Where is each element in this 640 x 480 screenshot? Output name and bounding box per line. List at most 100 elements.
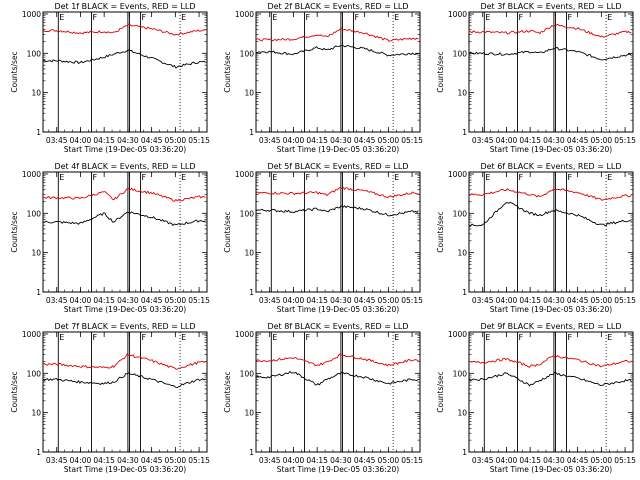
panel-4: Det 4f BLACK = Events, RED = LLD 1 10 100 10… <box>10 162 210 314</box>
event-marker: F <box>93 13 98 22</box>
event-marker: F <box>355 173 360 182</box>
plot-frame <box>468 11 634 133</box>
x-tick-label: 04:15 <box>306 136 328 145</box>
event-marker: E <box>59 173 64 182</box>
plot-frame <box>255 171 421 293</box>
plot-frame <box>42 331 208 453</box>
x-tick-label: 05:15 <box>614 296 636 305</box>
x-tick-label: 04:30 <box>117 456 139 465</box>
panel-title: Det 6f BLACK = Events, RED = LLD <box>480 162 621 171</box>
event-marker: E <box>485 13 490 22</box>
plot-frame <box>468 331 634 453</box>
y-axis-label: Counts/sec <box>10 371 19 412</box>
y-tick-label: 100 <box>453 209 468 218</box>
x-tick-label: 04:15 <box>306 296 328 305</box>
x-tick-label: 04:00 <box>70 136 92 145</box>
event-marker: E <box>272 333 277 342</box>
x-tick-label: 04:00 <box>496 456 518 465</box>
y-axis-label: Counts/sec <box>436 51 445 92</box>
x-axis-label: Start Time (19-Dec-05 03:36:20) <box>490 145 612 154</box>
x-tick-label: 04:45 <box>141 456 163 465</box>
x-tick-label: 03:45 <box>46 296 68 305</box>
lld-series-line <box>468 23 632 38</box>
x-tick-label: 04:30 <box>330 296 352 305</box>
event-marker: F <box>306 173 311 182</box>
x-tick-label: 05:00 <box>378 456 400 465</box>
plot-frame <box>255 11 421 133</box>
y-tick-label: 1 <box>462 288 467 297</box>
x-tick-label: 04:00 <box>70 296 92 305</box>
y-tick-label: 10 <box>31 249 41 258</box>
y-tick-label: 1 <box>36 128 41 137</box>
event-marker: E <box>485 333 490 342</box>
y-tick-label: 1000 <box>235 170 254 179</box>
x-tick-label: 04:45 <box>141 136 163 145</box>
y-tick-label: 10 <box>457 409 467 418</box>
lld-series-line <box>255 27 419 42</box>
event-marker: F <box>306 333 311 342</box>
plot-frame <box>255 331 421 453</box>
x-tick-label: 04:45 <box>354 296 376 305</box>
panel-1: Det 1f BLACK = Events, RED = LLD 1 10 100 10… <box>10 2 210 154</box>
event-marker: F <box>519 13 524 22</box>
y-tick-label: 1000 <box>448 330 467 339</box>
x-tick-label: 04:30 <box>543 456 565 465</box>
event-marker: E <box>607 13 612 22</box>
x-tick-label: 03:45 <box>259 296 281 305</box>
y-tick-label: 10 <box>31 409 41 418</box>
event-marker: F <box>568 333 573 342</box>
x-tick-label: 05:00 <box>591 296 613 305</box>
y-tick-label: 10 <box>31 89 41 98</box>
event-marker: E <box>485 173 490 182</box>
x-tick-label: 04:15 <box>519 456 541 465</box>
event-marker: F <box>519 333 524 342</box>
x-tick-label: 05:00 <box>378 136 400 145</box>
panel-7: Det 7f BLACK = Events, RED = LLD 1 10 100 10… <box>10 322 210 474</box>
x-axis-label: Start Time (19-Dec-05 03:36:20) <box>64 465 186 474</box>
event-marker: E <box>607 173 612 182</box>
x-tick-label: 05:15 <box>401 456 423 465</box>
lld-series-line <box>42 353 206 370</box>
events-series-line <box>42 372 206 388</box>
x-tick-label: 04:30 <box>543 136 565 145</box>
panel-6: Det 6f BLACK = Events, RED = LLD 1 10 100 10… <box>436 162 636 314</box>
x-axis-label: Start Time (19-Dec-05 03:36:20) <box>64 305 186 314</box>
lld-series-line <box>469 188 632 201</box>
x-tick-label: 05:15 <box>401 296 423 305</box>
event-marker: F <box>568 173 573 182</box>
x-tick-label: 04:45 <box>354 456 376 465</box>
lld-series-line <box>255 186 419 199</box>
lld-series-line <box>468 355 632 368</box>
y-tick-label: 100 <box>240 49 255 58</box>
events-series-line <box>468 201 632 227</box>
panel-title: Det 4f BLACK = Events, RED = LLD <box>54 162 195 171</box>
y-tick-label: 1 <box>249 448 254 457</box>
event-marker: E <box>394 13 399 22</box>
y-tick-label: 100 <box>27 209 42 218</box>
event-marker: F <box>306 13 311 22</box>
lld-series-line <box>42 187 206 202</box>
x-tick-label: 04:45 <box>354 136 376 145</box>
lld-series-line <box>42 23 206 36</box>
event-marker: E <box>59 333 64 342</box>
y-tick-label: 10 <box>457 89 467 98</box>
y-axis-label: Counts/sec <box>436 371 445 412</box>
x-tick-label: 05:15 <box>188 296 210 305</box>
y-tick-label: 100 <box>27 49 42 58</box>
y-tick-label: 100 <box>27 369 42 378</box>
x-tick-label: 04:15 <box>519 136 541 145</box>
events-series-line <box>255 205 419 217</box>
x-axis-label: Start Time (19-Dec-05 03:36:20) <box>277 305 399 314</box>
event-marker: E <box>59 13 64 22</box>
x-axis-label: Start Time (19-Dec-05 03:36:20) <box>277 145 399 154</box>
x-tick-label: 05:00 <box>591 136 613 145</box>
y-tick-label: 1 <box>462 128 467 137</box>
y-tick-label: 100 <box>240 369 255 378</box>
x-tick-label: 03:45 <box>259 136 281 145</box>
x-tick-label: 03:45 <box>472 136 494 145</box>
events-series-line <box>255 44 419 57</box>
y-tick-label: 1 <box>249 288 254 297</box>
panel-8: Det 8f BLACK = Events, RED = LLD 1 10 100 10… <box>223 322 423 474</box>
